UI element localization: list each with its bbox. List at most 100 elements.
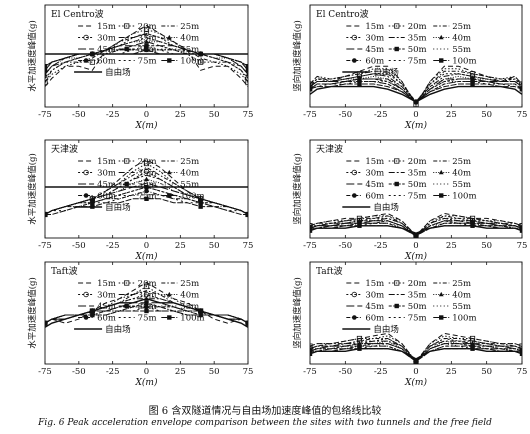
x-tick-label: 25 [175,110,186,120]
series-marker-12 [245,64,248,69]
legend-label: 100m [452,314,476,324]
legend-marker [438,291,444,297]
legend-label: 60m [97,57,116,67]
series-marker-2 [45,79,48,86]
legend-marker [394,46,399,52]
legend-label: 15m [97,22,116,32]
x-tick-label: 75 [243,241,254,251]
x-tick-label: -50 [72,110,86,120]
x-tick-label: 0 [144,110,149,120]
legend-label: 15m [365,157,384,167]
x-tick-label: 50 [481,110,492,120]
series-marker-2 [89,59,95,65]
x-tick-label: 25 [446,367,457,377]
legend: 15m 20m 25m 30m 35m 40m 45m 50m 55m 60m 75m 100m 自由场 [74,22,205,78]
x-tick-label: -25 [374,110,388,120]
x-tick-label: 75 [517,241,528,251]
legend-marker [167,315,172,320]
series-line-5 [310,73,522,103]
series-line-13 [310,225,522,234]
legend-marker [438,34,444,40]
legend-marker [83,315,89,320]
x-tick-label: 0 [413,367,418,377]
series-marker-4 [143,168,150,175]
legend-label: 35m [408,291,427,301]
legend-marker [352,315,357,320]
series-marker-12 [413,233,419,238]
series-line-3 [310,215,522,237]
x-tick-label: 50 [209,110,220,120]
series-marker-4 [519,346,522,352]
x-tick-label: 75 [517,110,528,120]
x-tick-label: 75 [517,367,528,377]
series-marker-2 [310,343,313,349]
legend-label: 50m [138,302,157,312]
legend-marker [439,58,444,63]
series-marker-12 [245,321,248,326]
legend-label: 30m [365,169,384,179]
x-tick-label: 75 [243,110,254,120]
legend-marker [124,158,130,164]
x-axis-title: X(m) [404,251,427,262]
legend-marker [167,58,172,63]
series-marker-2 [198,59,204,65]
series-marker-10 [144,304,149,310]
legend-label: 55m [180,45,199,55]
series-group [310,65,522,107]
x-tick-label: -75 [38,241,52,251]
legend-marker [167,193,172,198]
chart-panel-4: -75 -50 -25 0 25 50 75 X(m) 竖向加速度峰值(g) 天津波 15m 20m 2… [292,139,528,262]
series-line-1 [45,281,248,324]
x-tick-label: 50 [209,367,220,377]
legend-label: 自由场 [373,202,399,213]
legend-label: 100m [180,192,204,202]
legend-marker [166,169,172,175]
legend-label: 35m [138,291,157,301]
legend-marker [124,46,129,52]
series-marker-12 [144,308,149,314]
legend-marker [124,280,130,286]
series-marker-6 [45,71,48,77]
legend-label: 15m [97,157,116,167]
legend-label: 100m [180,57,204,67]
legend-marker [394,23,400,29]
legend-label: 20m [138,157,157,167]
legend-label: 25m [452,22,471,32]
legend-marker [166,34,172,40]
legend-label: 40m [452,34,471,44]
legend-label: 30m [97,169,116,179]
legend-label: 45m [97,180,116,190]
series-line-13 [310,85,522,103]
series-marker-2 [310,81,313,87]
x-tick-label: -50 [338,241,352,251]
series-marker-2 [143,160,150,167]
x-tick-label: 50 [481,367,492,377]
legend: 15m 20m 25m 30m 35m 40m 45m 50m 55m 60m 75m 100m 自由场 [342,279,477,335]
series-line-2 [45,285,248,324]
series-marker-6 [245,71,248,77]
series-line-1 [45,24,248,87]
legend-label: 25m [452,279,471,289]
series-line-5 [310,340,522,363]
legend-marker [83,58,89,63]
series-line-2 [45,28,248,83]
x-tick-label: 75 [243,367,254,377]
y-axis-title: 竖向加速度峰值(g) [292,153,303,225]
legend-marker [439,193,444,198]
legend-label: 25m [180,157,199,167]
series-group [310,212,522,238]
series-marker-12 [198,204,203,209]
legend-label: 45m [365,45,384,55]
legend-label: 50m [408,302,427,312]
legend-marker [351,169,358,176]
series-group [45,281,248,328]
series-line-6 [310,75,522,103]
series-line-2 [310,215,522,237]
legend-label: 50m [138,45,157,55]
legend-label: 75m [408,57,427,67]
legend-marker [83,291,89,298]
x-tick-label: 25 [175,241,186,251]
x-tick-label: -75 [38,110,52,120]
series-marker-2 [143,26,150,33]
legend-label: 自由场 [373,324,399,335]
